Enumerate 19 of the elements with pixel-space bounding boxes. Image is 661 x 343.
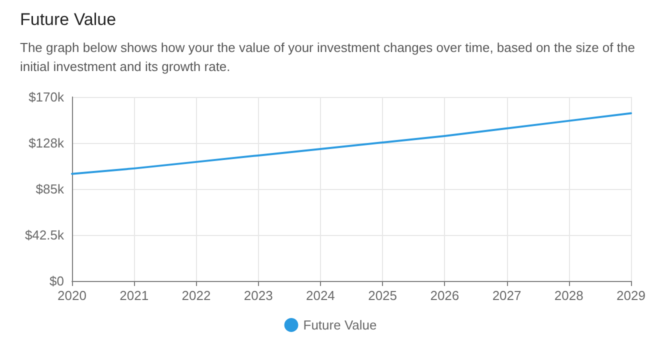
x-tick-label: 2024 bbox=[306, 288, 335, 303]
x-tick-label: 2025 bbox=[368, 288, 398, 303]
y-tick-label: $42.5k bbox=[24, 228, 64, 242]
line-series bbox=[71, 112, 632, 175]
x-tick-label: 2028 bbox=[554, 288, 584, 303]
legend-label: Future Value bbox=[303, 318, 377, 332]
x-tick-label: 2020 bbox=[58, 288, 86, 303]
y-tick-label: $170k bbox=[28, 90, 64, 104]
x-tick-label: 2023 bbox=[244, 288, 273, 303]
y-tick-label: $85k bbox=[36, 182, 64, 196]
x-tick-label: 2022 bbox=[182, 288, 211, 303]
x-tick-label: 2027 bbox=[492, 288, 522, 303]
x-tick-label: 2029 bbox=[616, 288, 646, 303]
x-tick-label: 2026 bbox=[430, 288, 460, 303]
y-tick-label: $0 bbox=[50, 274, 64, 288]
x-tick-label: 2021 bbox=[120, 288, 149, 303]
y-tick-label: $128k bbox=[28, 136, 64, 150]
chart-subtitle: The graph below shows how your the value of your investment changes over time, based on the size of the initial investment and its growth rate. bbox=[20, 39, 636, 76]
chart-title: Future Value bbox=[20, 10, 116, 30]
